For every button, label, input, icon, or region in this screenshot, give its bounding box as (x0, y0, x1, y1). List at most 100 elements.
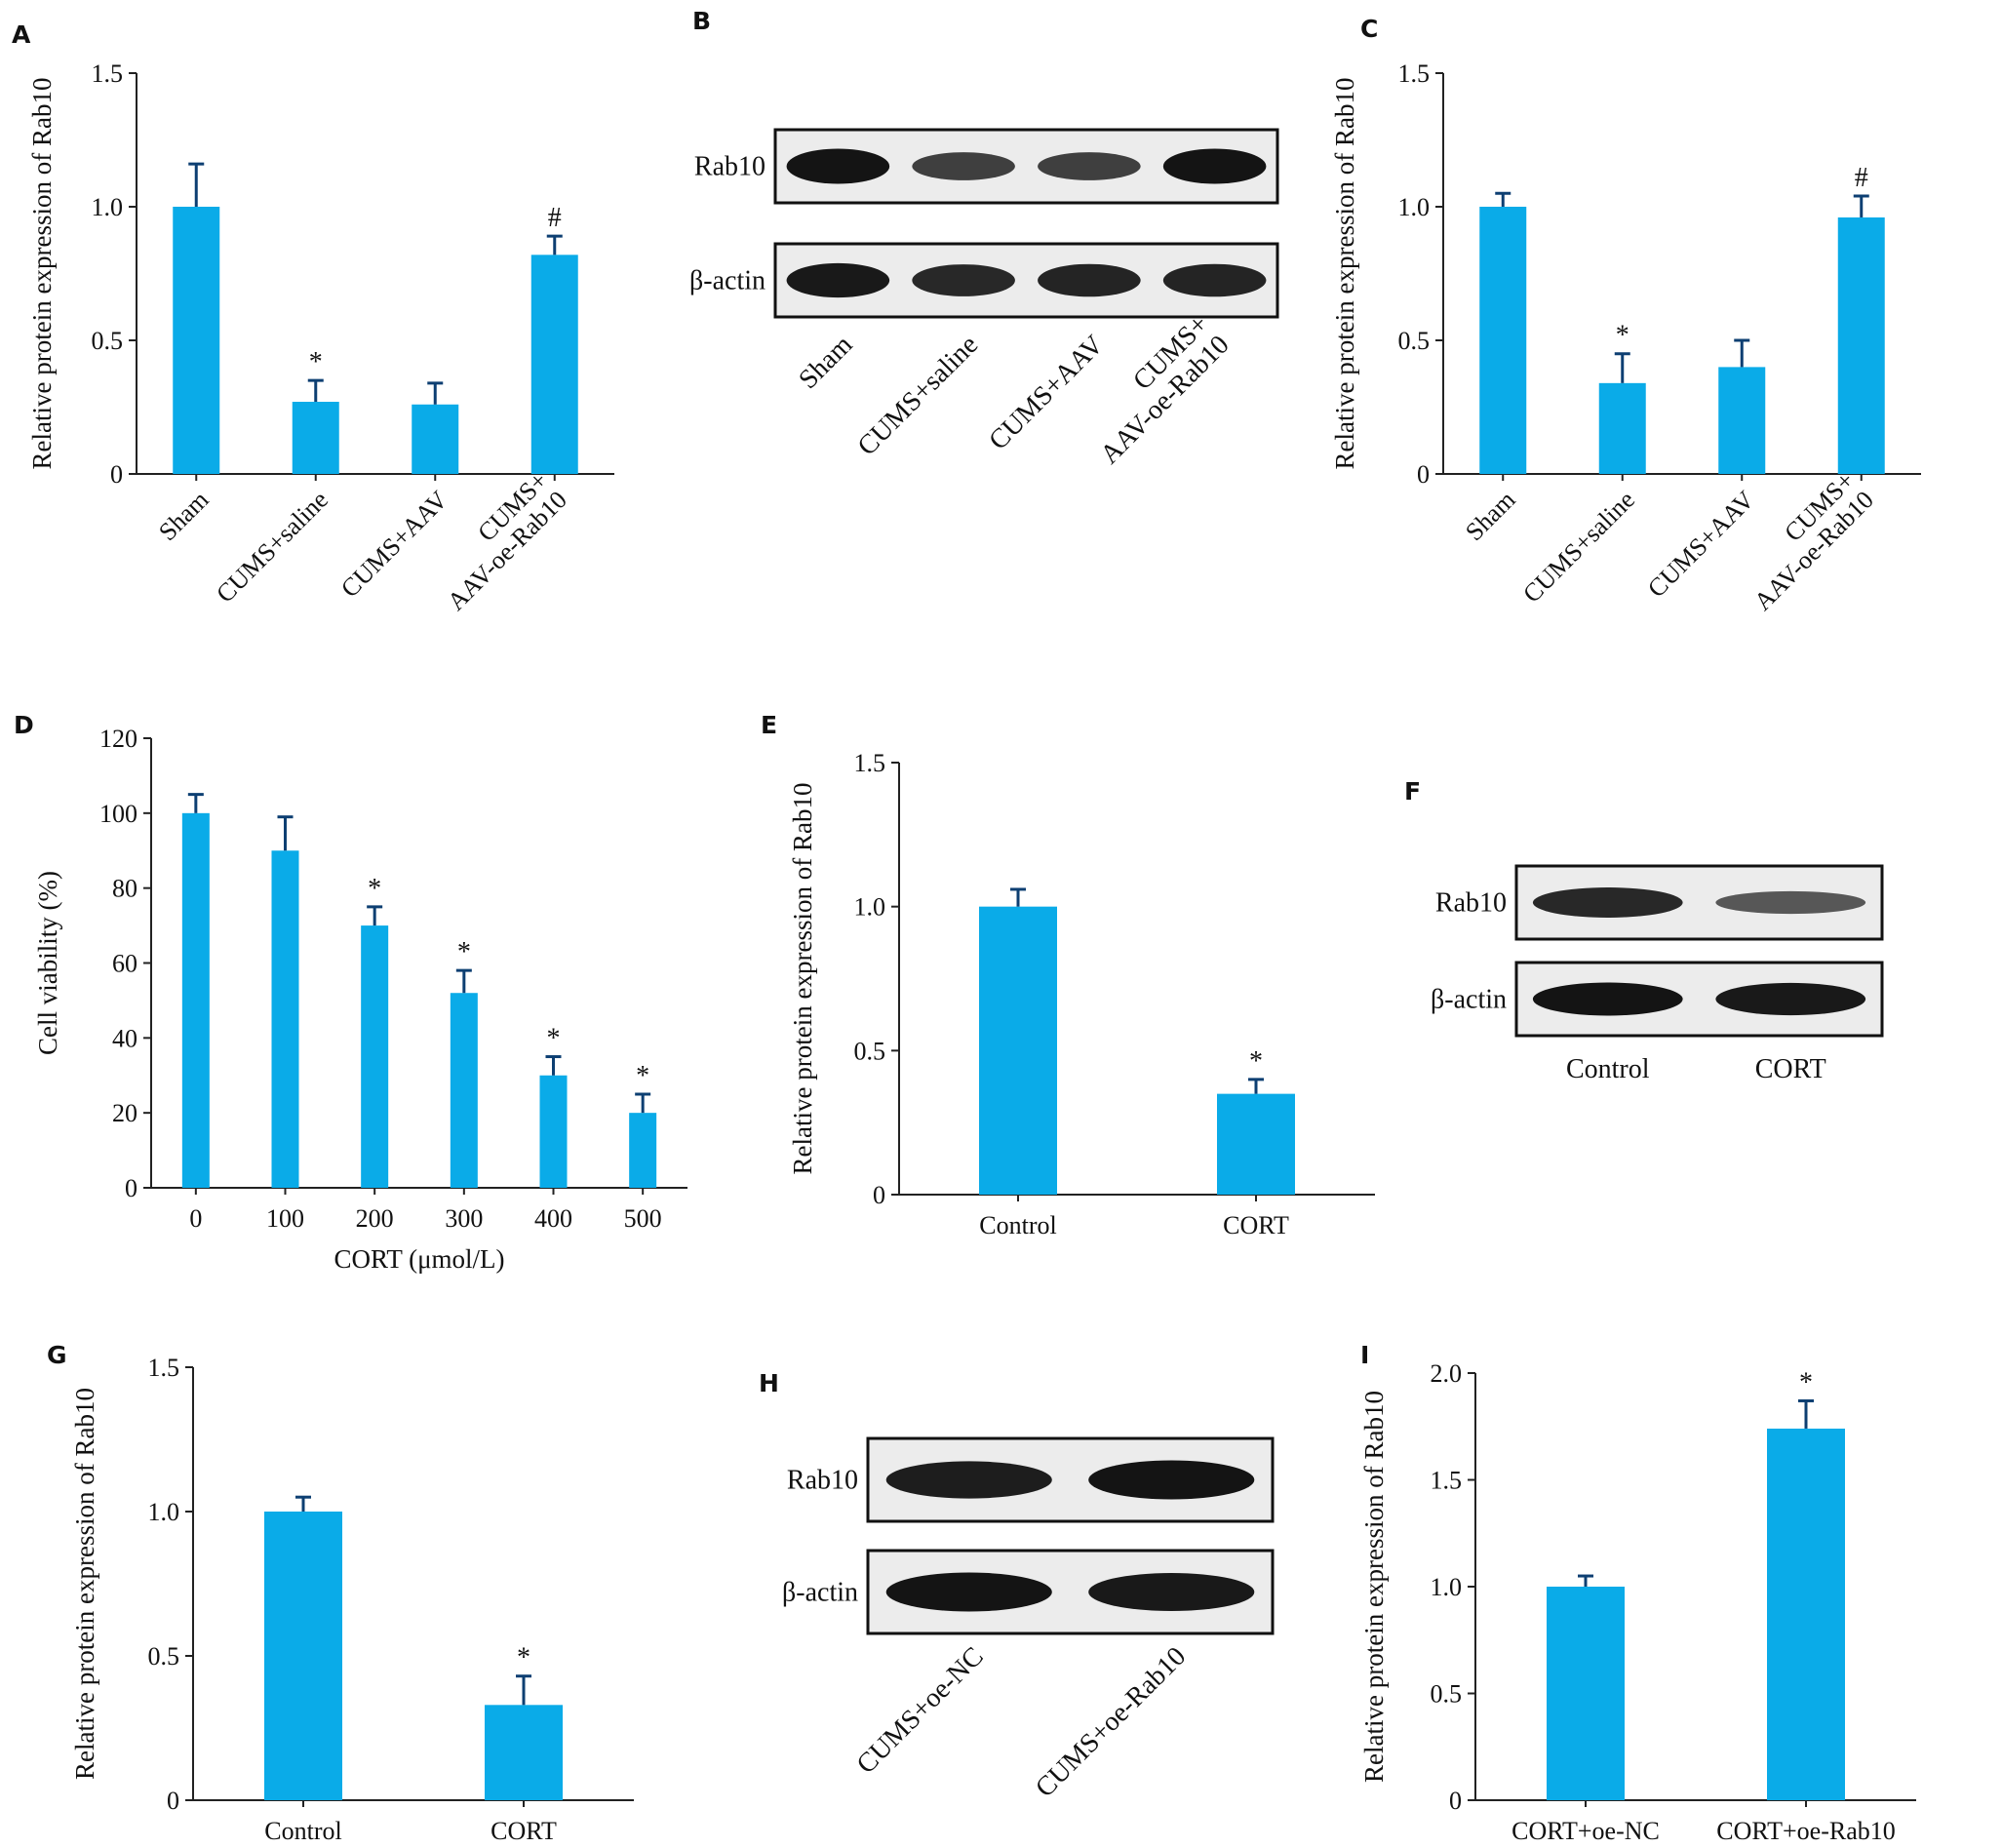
y-tick-label: 80 (112, 875, 137, 903)
significance-mark-1: * (1249, 1046, 1263, 1077)
blot-lane-label-1: CORT (1755, 1054, 1826, 1084)
x-tick-label-1: CORT (491, 1817, 557, 1845)
y-axis-title: Cell viability (%) (33, 871, 62, 1055)
blot-lane-label-3: CUMS+AAV-oe-Rab10 (1074, 309, 1235, 470)
blot-row-label-0: Rab10 (1435, 888, 1507, 919)
x-tick-label-1: CORT (1223, 1211, 1289, 1239)
blot-lane-label-0: CUMS+oe-NC (851, 1641, 990, 1780)
blot-panel-f: F Rab10 β-actin Control CORT (1404, 777, 1884, 1084)
bar-4 (539, 1075, 568, 1188)
bar-0 (264, 1512, 342, 1800)
significance-mark-3: # (1855, 163, 1868, 193)
significance-mark-1: * (517, 1643, 530, 1673)
x-tick-label-5: 500 (624, 1204, 662, 1233)
bar-3 (530, 255, 578, 474)
x-tick-label-0: Sham (153, 486, 214, 546)
x-tick-label-2: CUMS+AAV (335, 486, 453, 604)
y-axis-title: Relative protein expression of Rab10 (788, 783, 817, 1175)
blot-lane-label-1: CUMS+saline (852, 330, 984, 461)
y-tick-label: 0.5 (854, 1037, 886, 1065)
significance-mark-3: * (457, 937, 471, 967)
blot-band (1038, 152, 1141, 180)
y-tick-label: 100 (99, 800, 137, 828)
bar-5 (629, 1113, 657, 1188)
blot-row-label-0: Rab10 (694, 152, 765, 182)
x-tick-label-1: CUMS+saline (211, 486, 334, 609)
chart-panel-d: D 0 20 40 60 80 100 120 Cell viability (%) 0 100 * 2… (14, 711, 687, 1274)
y-tick-label: 2.0 (1431, 1359, 1463, 1388)
bar-3 (1837, 216, 1885, 474)
x-tick-label-0: CORT+oe-NC (1511, 1817, 1660, 1845)
blot-row-label-1: β-actin (782, 1578, 858, 1608)
panel-letter: D (14, 711, 34, 739)
panel-letter: C (1360, 15, 1378, 43)
y-tick-label: 1.0 (148, 1498, 180, 1526)
bar-0 (1547, 1587, 1625, 1800)
chart-panel-a: A 0 0.5 1.0 1.5 Relative protein expression o… (12, 20, 614, 616)
y-tick-label: 0 (1449, 1787, 1462, 1815)
chart-panel-g: G 0 0.5 1.0 1.5 Relative protein expression o… (47, 1341, 634, 1845)
y-tick-label: 0 (125, 1174, 137, 1202)
blot-lane-label-1: CUMS+oe-Rab10 (1030, 1641, 1192, 1803)
bar-0 (181, 812, 210, 1188)
y-tick-label: 1.5 (92, 59, 124, 88)
bar-0 (173, 207, 220, 474)
y-axis-title: Relative protein expression of Rab10 (1330, 78, 1359, 470)
y-tick-label: 0 (1417, 460, 1430, 489)
y-tick-label: 0 (167, 1787, 179, 1815)
y-tick-label: 1.0 (92, 193, 124, 221)
x-axis-title: CORT (μmol/L) (334, 1244, 504, 1274)
x-tick-label-0: Sham (1460, 486, 1520, 546)
blot-row-label-1: β-actin (689, 266, 765, 296)
y-tick-label: 1.5 (1398, 59, 1431, 88)
blot-lane-label-0: Control (1566, 1054, 1650, 1084)
bar-0 (1479, 207, 1527, 474)
panel-letter: A (12, 20, 31, 49)
chart-panel-e: E 0 0.5 1.0 1.5 Relative protein expression o… (761, 711, 1375, 1239)
significance-mark-3: # (548, 203, 562, 233)
panel-letter: E (761, 711, 777, 739)
blot-band (1715, 890, 1866, 915)
y-tick-label: 1.5 (1431, 1467, 1463, 1495)
blot-band (912, 152, 1015, 180)
panel-letter: B (692, 7, 711, 35)
x-tick-label-0: 0 (189, 1204, 202, 1233)
bar-0 (979, 906, 1057, 1195)
bar-1 (292, 402, 339, 474)
blot-band (1088, 1460, 1255, 1500)
blot-lane-label-2: CUMS+AAV (983, 330, 1110, 456)
significance-mark-5: * (636, 1061, 649, 1091)
blot-lane-label-0: Sham (793, 330, 858, 395)
x-tick-label-2: 200 (356, 1204, 394, 1233)
y-tick-label: 0.5 (148, 1642, 180, 1671)
bar-1 (1217, 1093, 1295, 1195)
blot-band (786, 262, 890, 298)
blot-band (1088, 1572, 1255, 1612)
x-tick-label-0: Control (264, 1817, 341, 1845)
significance-mark-1: * (1799, 1367, 1813, 1397)
chart-panel-i: I 0 0.5 1.0 1.5 2.0 Relative protein expressio… (1359, 1341, 1916, 1845)
panel-letter: G (47, 1341, 67, 1369)
blot-band (885, 1572, 1052, 1612)
x-tick-label-0: Control (979, 1211, 1056, 1239)
blot-band (885, 1461, 1052, 1499)
blot-band (1532, 982, 1683, 1016)
y-tick-label: 120 (99, 725, 137, 753)
significance-mark-1: * (1616, 321, 1629, 351)
x-tick-label-1: CORT+oe-Rab10 (1716, 1817, 1896, 1845)
blot-panel-h: H Rab10 β-actin CUMS+oe-NC CUMS+oe-Rab10 (759, 1369, 1275, 1803)
bar-2 (1718, 367, 1766, 474)
y-tick-label: 1.0 (1431, 1573, 1463, 1601)
blot-band (1038, 263, 1141, 297)
significance-mark-4: * (547, 1024, 561, 1054)
y-axis-title: Relative protein expression of Rab10 (27, 78, 57, 470)
x-tick-label-2: CUMS+AAV (1642, 486, 1760, 604)
significance-mark-2: * (368, 874, 381, 904)
bar-1 (271, 850, 299, 1188)
y-tick-label: 1.0 (854, 893, 886, 922)
bar-3 (450, 993, 478, 1188)
x-tick-label-3: CUMS+AAV-oe-Rab10 (1729, 466, 1879, 616)
x-tick-label-3: 300 (445, 1204, 483, 1233)
